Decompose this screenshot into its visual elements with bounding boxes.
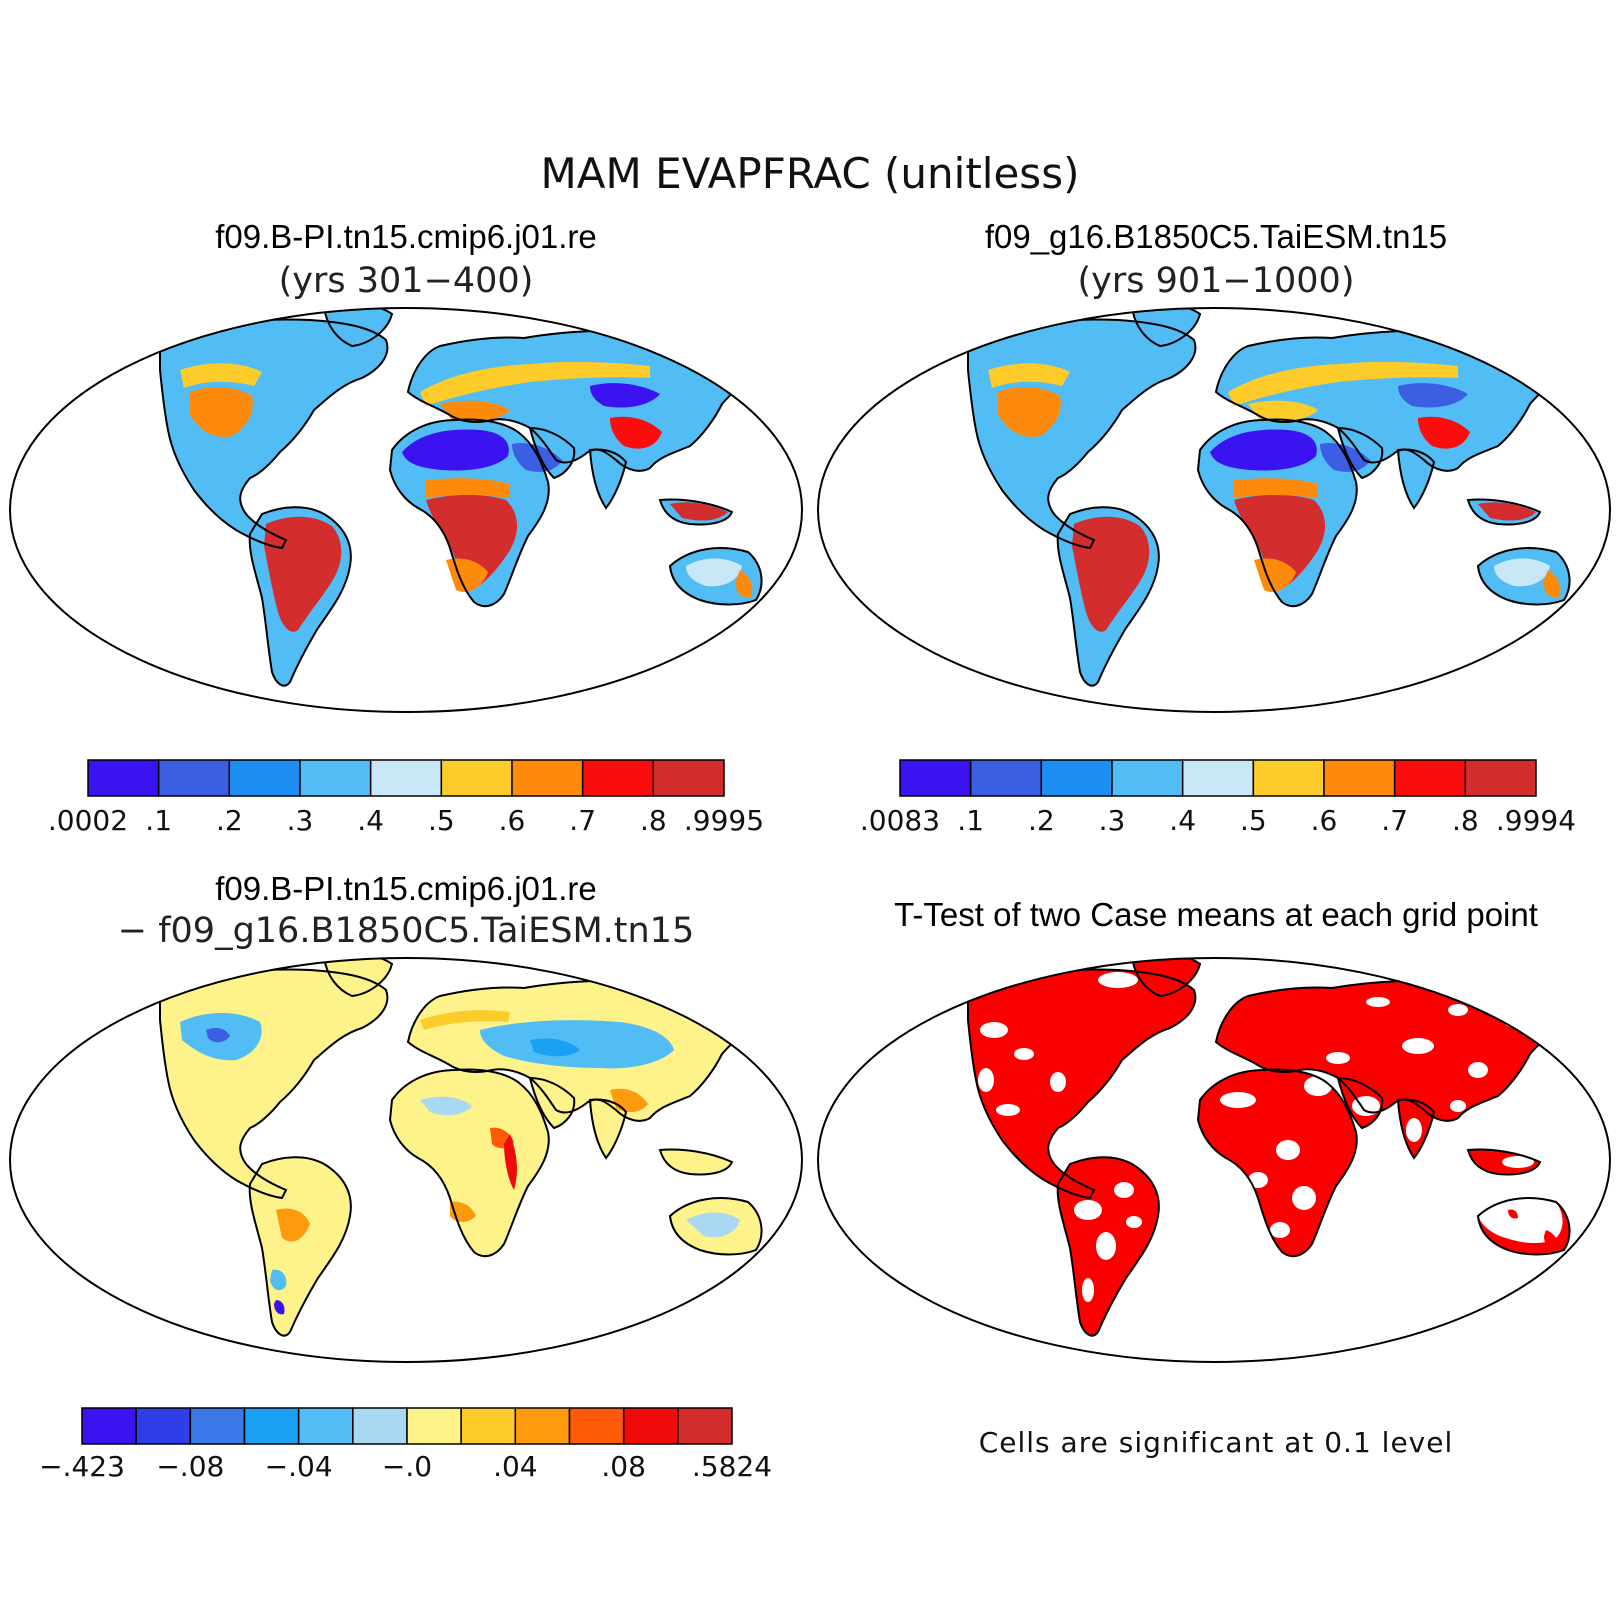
colorbar-box [189, 1407, 246, 1445]
colorbar-box [1181, 759, 1255, 797]
colorbar-tick-label: −.08 [156, 1450, 224, 1483]
colorbar-box [228, 759, 301, 797]
colorbar-tick-label: .6 [1311, 804, 1338, 837]
map-diff [9, 957, 803, 1363]
colorbar-tick-label: .8 [640, 804, 667, 837]
panel-case1: f09.B-PI.tn15.cmip6.j01.re (yrs 301−400) [9, 218, 803, 837]
colorbar-case2: .0083 .1 .2 .3 .4 .5 .6 .7 .8 .9994 [860, 759, 1576, 837]
colorbar-box [1111, 759, 1184, 797]
colorbar-box [677, 1407, 733, 1445]
colorbar-box [297, 1407, 354, 1445]
map-case1-frame [9, 307, 803, 713]
colorbar-box [899, 759, 972, 797]
colorbar-box [406, 1407, 462, 1445]
colorbar-box [1252, 759, 1325, 797]
colorbar-box [352, 1407, 408, 1445]
map-diff-frame [9, 957, 803, 1363]
colorbar-box [1040, 759, 1113, 797]
colorbar-tick-label: .4 [357, 804, 384, 837]
colorbar-box [1393, 759, 1467, 797]
colorbar-box [1323, 759, 1396, 797]
colorbar-tick-label: .5 [1240, 804, 1267, 837]
colorbar-tick-label: .08 [601, 1450, 646, 1483]
colorbar-box [87, 759, 160, 797]
map-ttest [817, 957, 1611, 1363]
panel-case1-title: f09.B-PI.tn15.cmip6.j01.re [215, 218, 597, 255]
colorbar-tick-label: −.423 [39, 1450, 125, 1483]
land-ttest [968, 958, 1570, 1336]
colorbar-tick-label: .7 [569, 804, 596, 837]
colorbar-box [622, 1407, 679, 1445]
land-case1 [160, 308, 762, 686]
colorbar-case1: .0002 .1 .2 .3 .4 .5 .6 .7 .8 .9995 [48, 759, 764, 837]
colorbar-box [1464, 759, 1537, 797]
colorbar-box [969, 759, 1043, 797]
colorbar-tick-label: .9995 [684, 804, 764, 837]
map-case2 [817, 307, 1611, 713]
colorbar-box [81, 1407, 137, 1445]
colorbar-tick-label: .8 [1452, 804, 1479, 837]
colorbar-tick-label: .0002 [48, 804, 128, 837]
ttest-note: Cells are significant at 0.1 level [979, 1426, 1454, 1459]
colorbar-box [299, 759, 372, 797]
colorbar-box [581, 759, 655, 797]
colorbar-box [652, 759, 725, 797]
colorbar-diff: −.423 −.08 −.04 −.0 .04 .08 .5824 [39, 1407, 772, 1483]
colorbar-tick-label: .9994 [1496, 804, 1576, 837]
colorbar-box [511, 759, 584, 797]
colorbar-tick-label: .7 [1381, 804, 1408, 837]
panel-case1-subtitle: (yrs 301−400) [279, 261, 534, 301]
colorbar-tick-label: .1 [145, 804, 172, 837]
colorbar-tick-label: −.0 [382, 1450, 432, 1483]
colorbar-tick-label: .2 [216, 804, 243, 837]
panel-ttest: T-Test of two Case means at each grid po… [817, 896, 1611, 1459]
colorbar-tick-label: .5 [428, 804, 455, 837]
map-case2-frame [817, 307, 1611, 713]
map-case1 [9, 307, 803, 713]
colorbar-box [460, 1407, 517, 1445]
colorbar-box [369, 759, 443, 797]
panel-diff: f09.B-PI.tn15.cmip6.j01.re − f09_g16.B18… [9, 870, 803, 1483]
colorbar-box [157, 759, 231, 797]
colorbar-tick-label: −.04 [265, 1450, 333, 1483]
colorbar-box [135, 1407, 192, 1445]
panel-case2-subtitle: (yrs 901−1000) [1078, 261, 1355, 301]
colorbar-tick-label: .4 [1169, 804, 1196, 837]
map-ttest-frame [817, 957, 1611, 1363]
colorbar-tick-label: .0083 [860, 804, 940, 837]
panel-case2: f09_g16.B1850C5.TaiESM.tn15 (yrs 901−100… [817, 218, 1611, 837]
colorbar-tick-label: .2 [1028, 804, 1055, 837]
colorbar-box [568, 1407, 625, 1445]
colorbar-box [514, 1407, 571, 1445]
panel-ttest-title: T-Test of two Case means at each grid po… [894, 896, 1538, 933]
colorbar-tick-label: .5824 [692, 1450, 772, 1483]
colorbar-box [440, 759, 513, 797]
panel-case2-title: f09_g16.B1850C5.TaiESM.tn15 [985, 218, 1447, 255]
colorbar-box [243, 1407, 300, 1445]
panel-diff-title: f09.B-PI.tn15.cmip6.j01.re [215, 870, 597, 907]
figure-title: MAM EVAPFRAC (unitless) [541, 149, 1080, 198]
panel-diff-subtitle: − f09_g16.B1850C5.TaiESM.tn15 [118, 911, 694, 951]
colorbar-tick-label: .3 [287, 804, 314, 837]
colorbar-tick-label: .6 [499, 804, 526, 837]
colorbar-tick-label: .1 [957, 804, 984, 837]
colorbar-tick-label: .04 [493, 1450, 538, 1483]
colorbar-tick-label: .3 [1099, 804, 1126, 837]
